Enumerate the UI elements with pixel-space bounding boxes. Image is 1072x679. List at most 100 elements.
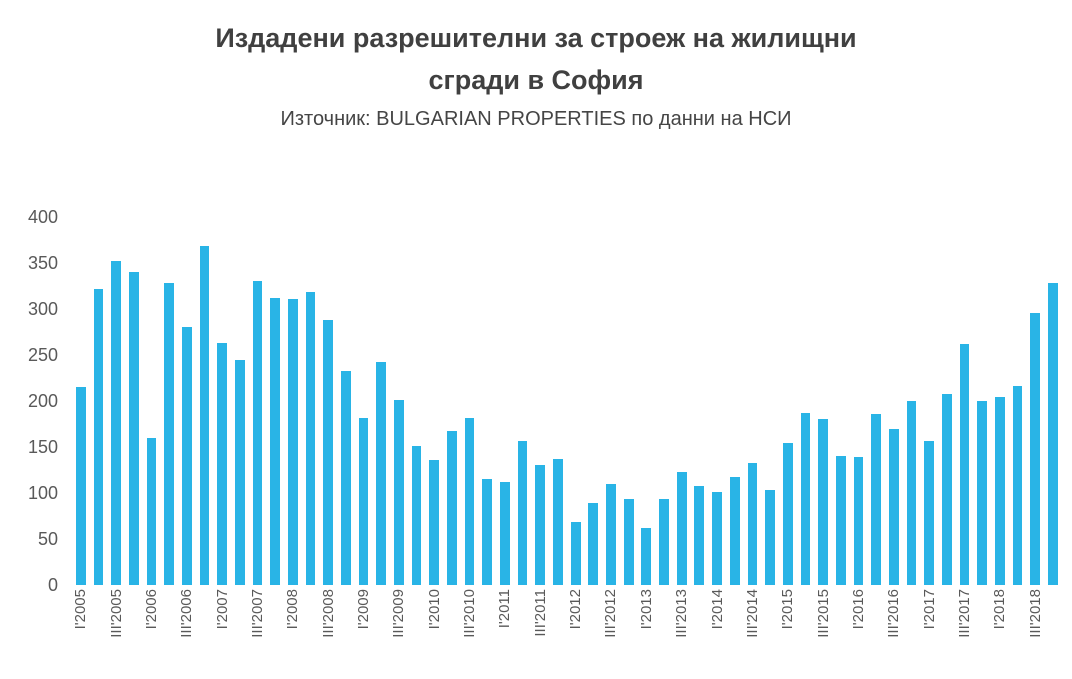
bar-slot <box>549 217 567 585</box>
chart-xaxis-row: I'2005 III'2005 I'2006 III'2006 I'2007 III'20… <box>10 585 1062 665</box>
x-label-slot: III'2010 <box>461 585 479 665</box>
x-label-slot <box>302 585 320 665</box>
bar-slot <box>920 217 938 585</box>
x-label-slot <box>620 585 638 665</box>
bar-slot <box>938 217 956 585</box>
x-axis: I'2005 III'2005 I'2006 III'2006 I'2007 III'20… <box>72 585 1062 665</box>
bar <box>623 498 634 585</box>
x-tick-label: I'2006 <box>143 589 161 630</box>
x-label-slot <box>584 585 602 665</box>
bar <box>128 272 139 585</box>
x-label-slot: I'2005 <box>72 585 90 665</box>
x-tick-label: I'2008 <box>284 589 302 630</box>
bar <box>535 465 546 585</box>
x-label-slot: III'2008 <box>319 585 337 665</box>
x-label-slot: III'2018 <box>1026 585 1044 665</box>
x-tick-label: I'2014 <box>708 589 726 630</box>
chart-title-line2: сгради в София <box>428 64 644 95</box>
bar <box>994 397 1005 585</box>
y-axis-spacer <box>10 585 72 665</box>
x-label-slot <box>90 585 108 665</box>
x-label-slot: III'2015 <box>814 585 832 665</box>
bar <box>1047 283 1058 585</box>
x-tick-label: I'2018 <box>991 589 1009 630</box>
chart-title-line1: Издадени разрешителни за строеж на жилищ… <box>215 23 857 53</box>
x-label-slot: I'2015 <box>779 585 797 665</box>
bar-slot <box>408 217 426 585</box>
bar-slot <box>850 217 868 585</box>
chart-subtitle: Източник: BULGARIAN PROPERTIES по данни … <box>280 107 792 130</box>
bar-slot <box>425 217 443 585</box>
x-label-slot: III'2014 <box>744 585 762 665</box>
bar-slot <box>832 217 850 585</box>
bar <box>800 412 811 585</box>
bar-slot <box>867 217 885 585</box>
x-label-slot <box>867 585 885 665</box>
bar <box>835 456 846 585</box>
bar <box>500 481 510 585</box>
bar <box>447 431 457 585</box>
bar <box>235 359 245 585</box>
bar <box>305 291 316 585</box>
bar <box>871 413 881 585</box>
x-label-slot <box>903 585 921 665</box>
x-tick-label: III'2018 <box>1026 589 1044 638</box>
bar-slot <box>372 217 390 585</box>
bar <box>464 418 475 585</box>
bar <box>376 362 387 585</box>
x-label-slot: I'2006 <box>143 585 161 665</box>
x-tick-label: I'2011 <box>496 589 514 629</box>
bar-slot <box>903 217 921 585</box>
x-label-slot: I'2014 <box>708 585 726 665</box>
x-tick-label: I'2013 <box>637 589 655 630</box>
bar <box>659 499 669 585</box>
bar <box>641 527 652 585</box>
x-tick-label: I'2012 <box>567 589 585 630</box>
bar-slot <box>125 217 143 585</box>
bar <box>747 462 758 585</box>
x-label-slot <box>160 585 178 665</box>
bar-slot <box>584 217 602 585</box>
bar <box>606 483 616 585</box>
bar <box>358 417 369 585</box>
bar <box>729 477 740 585</box>
x-label-slot: III'2006 <box>178 585 196 665</box>
plot-area <box>72 217 1062 585</box>
x-label-slot: I'2016 <box>850 585 868 665</box>
bar-slot <box>496 217 514 585</box>
x-label-slot <box>938 585 956 665</box>
x-label-slot <box>266 585 284 665</box>
bar-slot <box>355 217 373 585</box>
bar <box>765 490 775 585</box>
x-label-slot: I'2007 <box>213 585 231 665</box>
bar <box>429 459 440 585</box>
bar-slot <box>514 217 532 585</box>
bar <box>199 246 210 585</box>
x-tick-label: III'2017 <box>955 589 973 638</box>
x-tick-label: I'2009 <box>355 589 373 630</box>
x-label-slot: I'2018 <box>991 585 1009 665</box>
x-label-slot: I'2008 <box>284 585 302 665</box>
bar <box>111 261 122 585</box>
bar <box>182 327 192 585</box>
bar-slot <box>655 217 673 585</box>
bar <box>712 492 722 585</box>
bar-slot <box>673 217 691 585</box>
x-label-slot <box>408 585 426 665</box>
x-label-slot <box>1009 585 1027 665</box>
bar-slot <box>744 217 762 585</box>
x-label-slot <box>761 585 779 665</box>
bar <box>888 428 899 585</box>
bar-slot <box>708 217 726 585</box>
bar-slot <box>461 217 479 585</box>
bar <box>977 401 987 585</box>
bar-slot <box>973 217 991 585</box>
x-label-slot <box>372 585 390 665</box>
bar-slot <box>443 217 461 585</box>
x-label-slot <box>231 585 249 665</box>
bar-slot <box>779 217 797 585</box>
bar-slot <box>90 217 108 585</box>
chart-plot-row: 400 350 300 250 200 150 100 50 0 <box>10 208 1062 594</box>
x-label-slot: III'2013 <box>673 585 691 665</box>
x-label-slot: I'2011 <box>496 585 514 665</box>
